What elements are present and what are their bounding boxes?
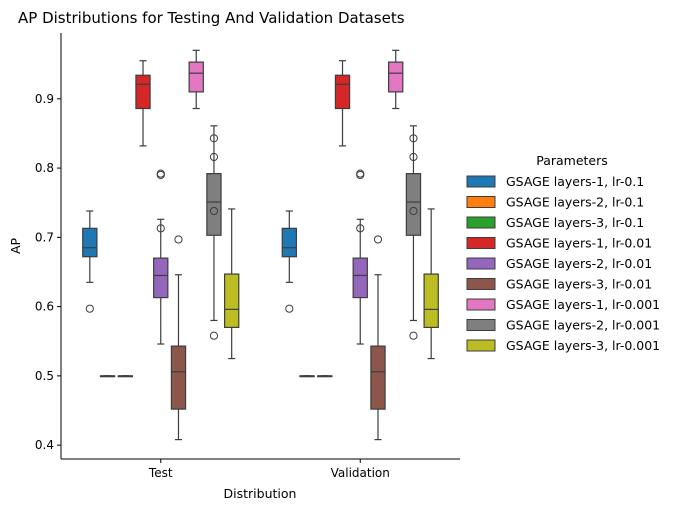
- box-body: [188, 61, 204, 93]
- outlier-point: [409, 331, 418, 340]
- box-1-validation: [281, 210, 298, 313]
- outlier-point: [356, 224, 365, 233]
- box-body: [370, 345, 386, 410]
- box-body: [153, 257, 169, 299]
- box-5-validation: [352, 169, 368, 345]
- y-tick-label: 0.5: [35, 369, 54, 383]
- outlier-point: [209, 134, 219, 143]
- box-3-test: [117, 375, 133, 378]
- box-9-validation: [423, 208, 439, 360]
- box-7-validation: [388, 49, 404, 110]
- legend-swatch: [466, 319, 496, 331]
- legend-label: GSAGE layers-2, lr-0.1: [506, 195, 644, 210]
- legend-swatch: [466, 216, 496, 229]
- box-body: [334, 74, 351, 110]
- x-tick-label: Validation: [331, 466, 390, 480]
- box-body: [281, 227, 298, 258]
- legend-swatch: [466, 339, 496, 352]
- legend-label: GSAGE layers-1, lr-0.01: [506, 236, 652, 251]
- legend-item: GSAGE layers-2, lr-0.01: [466, 256, 652, 271]
- legend-item: GSAGE layers-1, lr-0.01: [466, 236, 652, 251]
- legend-swatch: [466, 175, 496, 188]
- box-5-test: [153, 169, 169, 345]
- legend-swatch: [466, 298, 496, 311]
- box-1-test: [82, 210, 98, 313]
- legend-swatch: [466, 278, 496, 290]
- box-6-validation: [370, 235, 386, 441]
- x-tick-label: Test: [148, 466, 173, 480]
- y-tick-label: 0.6: [35, 300, 54, 314]
- outlier-point: [209, 331, 219, 340]
- legend-item: GSAGE layers-2, lr-0.1: [466, 195, 644, 210]
- legend-swatch: [466, 196, 496, 208]
- outlier-point: [285, 304, 294, 313]
- box-body: [170, 345, 187, 410]
- legend-label: GSAGE layers-3, lr-0.001: [506, 338, 660, 353]
- legend-item: GSAGE layers-1, lr-0.001: [466, 297, 660, 312]
- box-9-test: [223, 208, 240, 360]
- legend-label: GSAGE layers-2, lr-0.01: [506, 256, 652, 271]
- x-axis-label: Distribution: [224, 486, 297, 501]
- box-4-validation: [334, 60, 351, 147]
- box-8-validation: [405, 125, 422, 340]
- legend-item: GSAGE layers-1, lr-0.1: [466, 174, 644, 189]
- outlier-point: [174, 235, 183, 244]
- box-7-test: [188, 49, 204, 110]
- outlier-point: [156, 224, 165, 233]
- box-body: [405, 173, 422, 236]
- box-body: [206, 173, 222, 236]
- legend-label: GSAGE layers-3, lr-0.1: [506, 215, 644, 230]
- outlier-point: [209, 152, 219, 162]
- legend-swatch: [466, 237, 496, 249]
- legend: Parameters GSAGE layers-1, lr-0.1 GSAGE l…: [466, 153, 660, 353]
- outlier-point: [409, 206, 418, 216]
- y-axis-label: AP: [8, 237, 23, 254]
- outlier-point: [85, 304, 94, 313]
- box-body: [388, 61, 404, 93]
- box-4-test: [135, 60, 151, 147]
- box-body: [223, 273, 240, 328]
- y-tick-label: 0.7: [35, 230, 54, 244]
- chart-title: AP Distributions for Testing And Validat…: [18, 9, 405, 27]
- plot-area: [82, 49, 439, 441]
- legend-swatch: [466, 257, 496, 270]
- box-2-test: [99, 375, 116, 378]
- y-tick-label: 0.4: [35, 438, 54, 452]
- legend-label: GSAGE layers-1, lr-0.001: [506, 297, 660, 312]
- legend-label: GSAGE layers-3, lr-0.01: [506, 277, 652, 292]
- y-tick-label: 0.8: [35, 161, 54, 175]
- legend-label: GSAGE layers-2, lr-0.001: [506, 318, 660, 333]
- legend-title: Parameters: [536, 153, 608, 168]
- legend-item: GSAGE layers-3, lr-0.01: [466, 277, 652, 292]
- box-3-validation: [317, 375, 333, 378]
- y-axis-ticks: 0.4 0.5 0.6 0.7 0.8 0.9: [35, 92, 61, 452]
- box-body: [423, 273, 439, 328]
- legend-item: GSAGE layers-2, lr-0.001: [466, 318, 660, 333]
- box-body: [135, 74, 151, 110]
- outlier-point: [356, 169, 365, 178]
- legend-label: GSAGE layers-1, lr-0.1: [506, 174, 644, 189]
- legend-item: GSAGE layers-3, lr-0.1: [466, 215, 644, 230]
- outlier-point: [373, 235, 383, 244]
- outlier-point: [156, 169, 165, 178]
- legend-item: GSAGE layers-3, lr-0.001: [466, 338, 660, 353]
- box-body: [352, 257, 368, 299]
- x-axis-ticks: Test Validation: [148, 459, 390, 480]
- y-tick-label: 0.9: [35, 92, 54, 106]
- box-8-test: [206, 125, 222, 340]
- box-6-test: [170, 235, 187, 441]
- box-body: [82, 227, 98, 258]
- outlier-point: [209, 206, 219, 216]
- outlier-point: [409, 134, 418, 143]
- outlier-point: [409, 152, 418, 162]
- box-2-validation: [299, 375, 315, 378]
